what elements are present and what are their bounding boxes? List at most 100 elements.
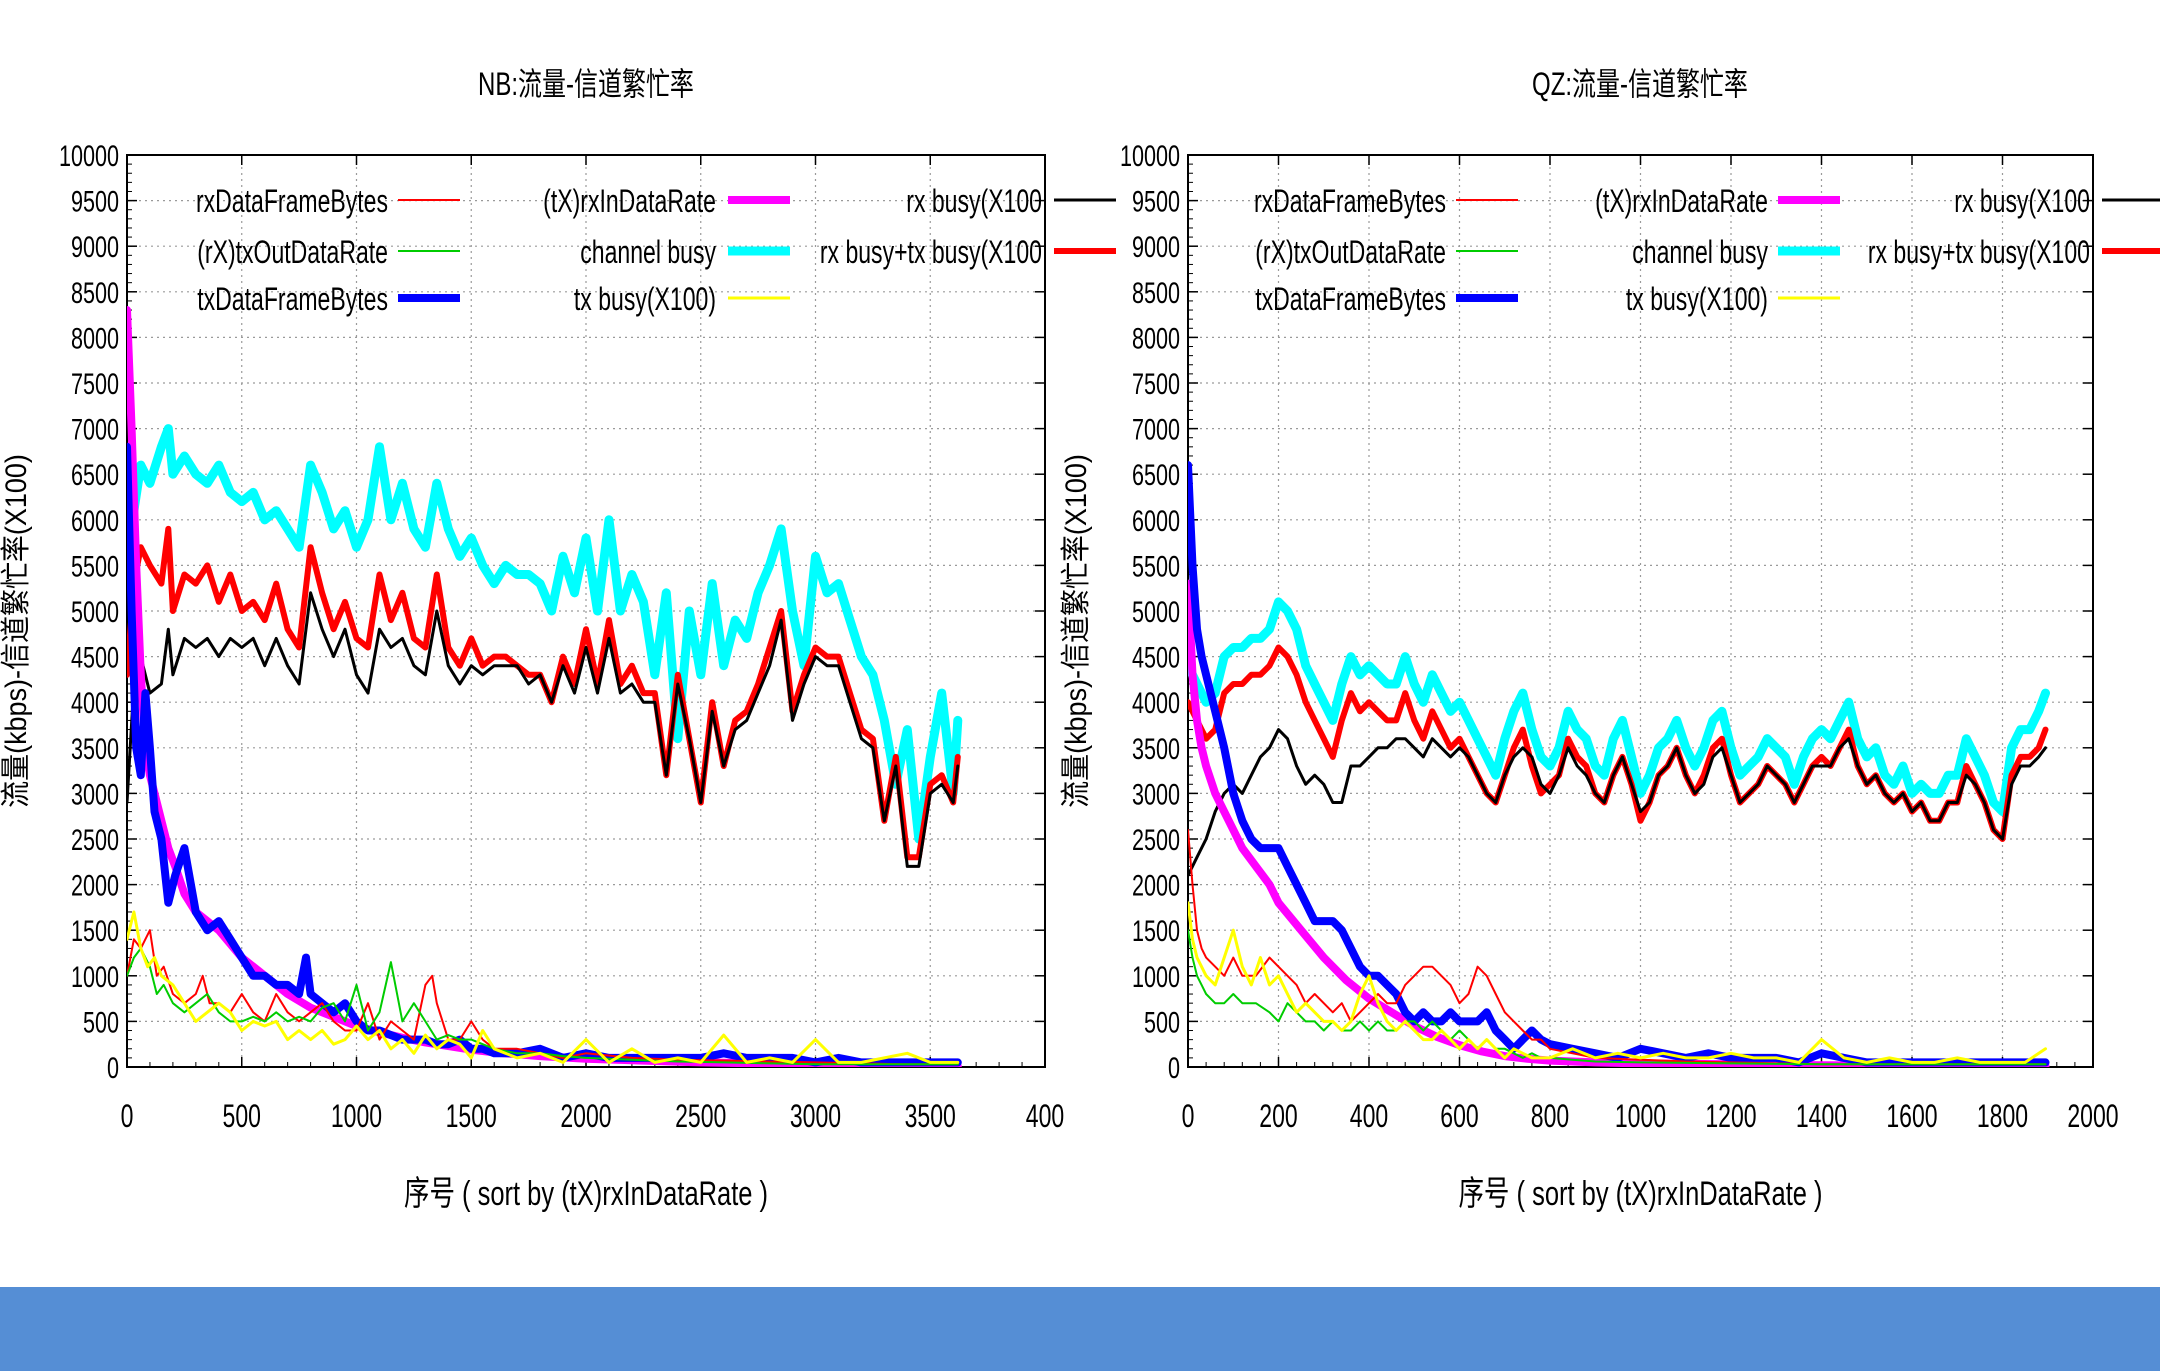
y-tick-label: 3500 (71, 731, 119, 765)
y-tick-label: 5000 (1132, 594, 1180, 628)
legend-label: txDataFrameBytes (1255, 281, 1446, 317)
series-line-rx-busy-x100 (127, 591, 960, 868)
series-line-rxdataframebytes (127, 929, 959, 1066)
series-group (1188, 461, 2050, 1067)
series-group (127, 306, 963, 1067)
chart-2: 0500100015002000250030003500400045005000… (1060, 66, 2160, 1213)
charts-stage: 0500100015002000250030003500400045005000… (0, 66, 2160, 1213)
y-tick-label: 4000 (71, 686, 119, 720)
x-tick-label: 1000 (1615, 1098, 1666, 1134)
x-tick-label: 2500 (675, 1098, 726, 1134)
y-tick-label: 7000 (1132, 412, 1180, 446)
y-tick-label: 7000 (71, 412, 119, 446)
legend-label: tx busy(X100) (1626, 281, 1768, 317)
x-tick-label: 1500 (446, 1098, 497, 1134)
y-tick-label: 2000 (71, 868, 119, 902)
legend-label: tx busy(X100) (574, 281, 716, 317)
x-tick-label: 400 (1026, 1098, 1064, 1134)
legend-label: rx busy(X100 (1954, 183, 2090, 219)
y-tick-label: 1000 (71, 959, 119, 993)
y-tick-label: 1000 (1132, 959, 1180, 993)
legend-label: (rX)txOutDataRate (1255, 234, 1446, 270)
series-line-rx-busy-x100 (1188, 728, 2047, 877)
legend-label: channel busy (1632, 234, 1768, 270)
y-tick-label: 5000 (71, 594, 119, 628)
series-line-tx-rxindatarate (127, 306, 962, 1067)
x-tick-label: 2000 (2067, 1098, 2118, 1134)
y-tick-label: 7500 (71, 366, 119, 400)
chart-title: NB:流量-信道繁忙率 (478, 66, 694, 102)
footer-band (0, 1287, 2160, 1371)
y-tick-label: 4000 (1132, 686, 1180, 720)
y-tick-label: 7500 (1132, 366, 1180, 400)
y-tick-label: 8000 (71, 321, 119, 355)
x-tick-label: 1800 (1977, 1098, 2028, 1134)
legend: rxDataFrameBytes (rX)txOutDataRate txDataF… (196, 183, 1116, 317)
y-tick-label: 2500 (71, 822, 119, 856)
x-axis-label: 序号 ( sort by (tX)rxInDataRate ) (1458, 1176, 1822, 1213)
series-line-txdataframebytes (1188, 461, 2050, 1067)
x-tick-label: 0 (1182, 1098, 1195, 1134)
series-line-tx-busy-x100 (127, 910, 960, 1064)
y-tick-label: 8500 (1132, 275, 1180, 309)
y-tick-label: 500 (1144, 1005, 1180, 1039)
y-tick-label: 8500 (71, 275, 119, 309)
y-tick-label: 2500 (1132, 822, 1180, 856)
x-tick-label: 1200 (1705, 1098, 1756, 1134)
x-tick-label: 1000 (331, 1098, 382, 1134)
series-line-channel-busy (1188, 597, 2050, 817)
y-tick-label: 9500 (71, 184, 119, 218)
x-tick-label: 2000 (560, 1098, 611, 1134)
series-line-tx-busy-x100 (1188, 901, 2047, 1064)
legend-label: (tX)rxInDataRate (1595, 183, 1768, 219)
y-tick-label: 4500 (1132, 640, 1180, 674)
x-tick-label: 1600 (1886, 1098, 1937, 1134)
y-tick-label: 9500 (1132, 184, 1180, 218)
y-tick-label: 3500 (1132, 731, 1180, 765)
y-tick-label: 8000 (1132, 321, 1180, 355)
x-tick-label: 200 (1259, 1098, 1297, 1134)
y-tick-label: 5500 (1132, 549, 1180, 583)
y-tick-label: 10000 (1120, 138, 1180, 172)
x-tick-label: 3500 (905, 1098, 956, 1134)
y-tick-label: 6500 (71, 458, 119, 492)
legend-label: rx busy(X100 (906, 183, 1042, 219)
y-tick-label: 9000 (1132, 230, 1180, 264)
series-line-rxdataframebytes (1188, 828, 2047, 1066)
series-line-tx-rxindatarate (1188, 579, 2050, 1067)
series-line-channel-busy (127, 424, 963, 844)
legend-label: rx busy+tx busy(X100 (1868, 234, 2090, 270)
x-tick-label: 600 (1440, 1098, 1478, 1134)
x-tick-label: 800 (1531, 1098, 1569, 1134)
y-tick-label: 3000 (1132, 777, 1180, 811)
legend: rxDataFrameBytes (rX)txOutDataRate txDataF… (1254, 183, 2160, 317)
series-line-rx-txoutdatarate (127, 947, 959, 1066)
y-tick-label: 0 (107, 1050, 119, 1084)
y-axis-label: 流量(kbps)-信道繁忙率(X100) (1060, 454, 1094, 808)
legend-label: rxDataFrameBytes (1254, 183, 1446, 219)
y-tick-label: 4500 (71, 640, 119, 674)
y-tick-label: 3000 (71, 777, 119, 811)
y-tick-label: 6000 (1132, 503, 1180, 537)
x-tick-label: 0 (121, 1098, 134, 1134)
y-tick-label: 5500 (71, 549, 119, 583)
x-axis-label: 序号 ( sort by (tX)rxInDataRate ) (404, 1176, 768, 1213)
series-line-rx-busy-tx-busy-x100 (127, 525, 961, 861)
y-axis-label: 流量(kbps)-信道繁忙率(X100) (0, 454, 33, 808)
y-tick-label: 0 (1168, 1050, 1180, 1084)
series-line-txdataframebytes (127, 442, 962, 1067)
legend-label: (tX)rxInDataRate (543, 183, 716, 219)
legend-label: rxDataFrameBytes (196, 183, 388, 219)
y-tick-label: 1500 (1132, 914, 1180, 948)
y-tick-label: 10000 (59, 138, 119, 172)
y-tick-label: 500 (83, 1005, 119, 1039)
x-tick-label: 3000 (790, 1098, 841, 1134)
legend-label: rx busy+tx busy(X100 (820, 234, 1042, 270)
legend-label: channel busy (580, 234, 716, 270)
x-tick-label: 400 (1350, 1098, 1388, 1134)
chart-title: QZ:流量-信道繁忙率 (1532, 66, 1748, 102)
legend-label: txDataFrameBytes (197, 281, 388, 317)
y-tick-label: 9000 (71, 230, 119, 264)
y-tick-label: 6500 (1132, 458, 1180, 492)
y-tick-label: 2000 (1132, 868, 1180, 902)
